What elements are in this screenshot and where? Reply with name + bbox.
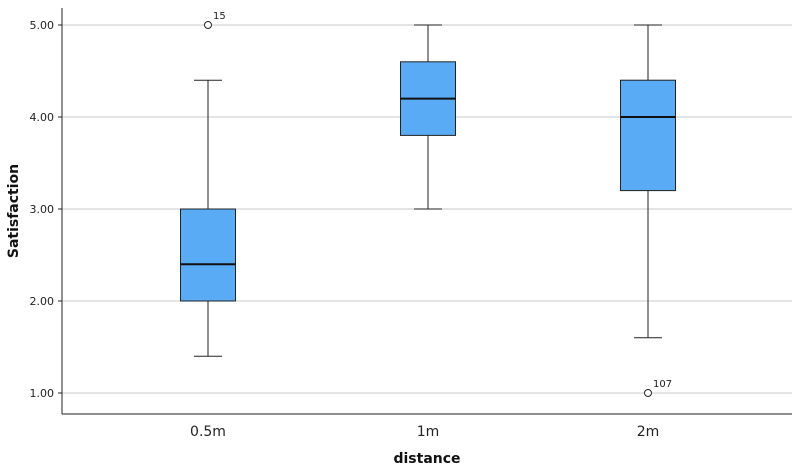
y-tick-label: 5.00 — [30, 19, 55, 32]
box-0.5m: 15 — [180, 11, 236, 357]
box-1m — [400, 24, 456, 210]
box-2m: 107 — [620, 24, 676, 397]
boxes: 15 107 — [180, 11, 676, 397]
x-tick-labels: 0.5m 1m 2m — [190, 424, 659, 440]
y-tick-label: 1.00 — [30, 387, 55, 400]
y-tick-label: 2.00 — [30, 295, 55, 308]
x-tick-label: 0.5m — [190, 424, 226, 440]
x-tick-label: 1m — [417, 424, 440, 440]
iqr-box — [620, 79, 676, 192]
outlier-point — [204, 21, 212, 29]
y-axis-title: Satisfaction — [6, 164, 22, 258]
axes — [61, 8, 792, 415]
y-tick-label: 4.00 — [30, 111, 55, 124]
outlier-label: 15 — [213, 11, 226, 22]
x-axis-title: distance — [393, 451, 460, 466]
y-tick-labels: 1.00 2.00 3.00 4.00 5.00 — [30, 19, 62, 400]
iqr-box — [180, 208, 236, 302]
outlier-label: 107 — [653, 379, 672, 390]
y-tick-label: 3.00 — [30, 203, 55, 216]
x-tick-label: 2m — [637, 424, 660, 440]
outlier-point — [644, 389, 652, 397]
